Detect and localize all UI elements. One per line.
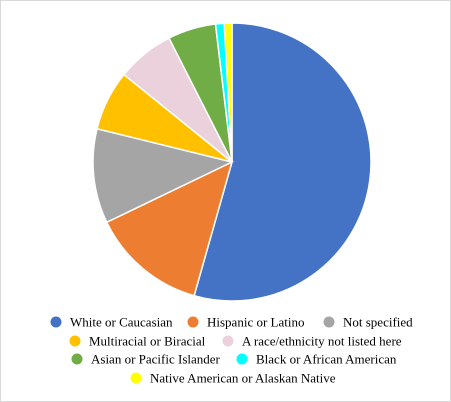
legend-label-5: Asian or Pacific Islander	[91, 352, 221, 367]
legend-label-6: Black or African American	[256, 352, 397, 367]
pie-slice-7	[223, 22, 233, 163]
pie-slice-1	[105, 160, 234, 297]
legend-marker-6	[236, 353, 248, 365]
legend-marker-5	[71, 353, 83, 365]
legend-label-3: Multiracial or Biracial	[89, 334, 206, 349]
legend-marker-4	[222, 335, 234, 347]
legend-label-1: Hispanic or Latino	[207, 315, 304, 330]
pie-slices	[92, 22, 372, 302]
legend-label-7: Native American or Alaskan Native	[150, 371, 336, 386]
legend-marker-2	[323, 316, 335, 328]
legend-label-4: A race/ethnicity not listed here	[242, 334, 402, 349]
legend-marker-1	[187, 316, 199, 328]
legend: White or Caucasian Hispanic or Latino Not …	[50, 315, 413, 386]
legend-marker-0	[50, 316, 62, 328]
pie-slice-2	[92, 127, 235, 224]
legend-marker-3	[69, 335, 81, 347]
legend-marker-7	[130, 372, 142, 384]
pie-slice-0	[193, 22, 372, 302]
legend-label-0: White or Caucasian	[70, 315, 173, 330]
legend-label-2: Not specified	[343, 315, 413, 330]
